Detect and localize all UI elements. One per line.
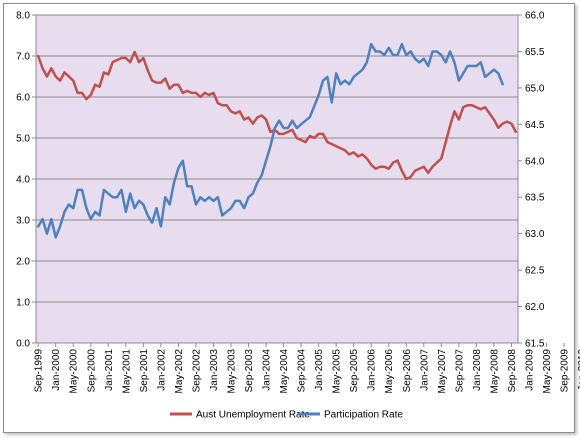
left-tick-label: 0.0 xyxy=(16,339,30,350)
x-tick-label: May-2004 xyxy=(279,349,290,394)
x-tick-label: Sep-2000 xyxy=(86,349,97,393)
right-tick-label: 64.0 xyxy=(525,156,545,167)
x-tick-label: May-2008 xyxy=(489,349,500,394)
gridlines xyxy=(36,14,518,344)
participation-rate-line xyxy=(36,42,504,239)
x-tick-label: Sep-1999 xyxy=(34,349,45,393)
x-tick-label: Jan-2002 xyxy=(156,349,167,391)
left-tick-label: 3.0 xyxy=(16,216,30,227)
right-y-axis: 61.5 62.0 62.5 63.0 63.5 64.0 64.5 65.0 65.5 66.0 xyxy=(518,11,545,350)
x-tick-label: May-2003 xyxy=(226,349,237,394)
x-tick-label: Sep-2002 xyxy=(191,349,202,393)
x-tick-label: Sep-2008 xyxy=(507,349,518,393)
x-tick-label: Jan-2004 xyxy=(262,349,273,391)
legend-participation: Participation Rate xyxy=(298,410,403,421)
legend-label: Aust Unemployment Rate xyxy=(196,410,310,421)
left-tick-label: 1.0 xyxy=(16,298,30,309)
x-tick-label: May-2006 xyxy=(384,349,395,394)
right-tick-label: 62.5 xyxy=(525,266,545,277)
legend: Aust Unemployment Rate Participation Rate xyxy=(170,410,403,421)
left-tick-label: 8.0 xyxy=(16,11,30,22)
x-tick-label: Jan-2010 xyxy=(577,349,580,391)
right-tick-label: 61.5 xyxy=(525,339,545,350)
x-tick-label: Jan-2000 xyxy=(51,349,62,391)
x-tick-label: May-2002 xyxy=(174,349,185,394)
right-tick-label: 65.5 xyxy=(525,47,545,58)
x-tick-label: Sep-2009 xyxy=(560,349,571,393)
x-tick-label: May-2000 xyxy=(69,349,80,394)
x-tick-label: May-2005 xyxy=(332,349,343,394)
x-tick-label: Jan-2009 xyxy=(524,349,535,391)
right-tick-label: 66.0 xyxy=(525,11,545,22)
right-tick-label: 63.0 xyxy=(525,229,545,240)
left-tick-label: 2.0 xyxy=(16,257,30,268)
x-tick-label: Jan-2001 xyxy=(104,349,115,391)
left-tick-label: 7.0 xyxy=(16,52,30,63)
left-y-axis: 0.0 1.0 2.0 3.0 4.0 5.0 6.0 7.0 8.0 xyxy=(16,11,36,350)
right-tick-label: 65.0 xyxy=(525,83,545,94)
right-tick-label: 64.5 xyxy=(525,120,545,131)
legend-unemployment: Aust Unemployment Rate xyxy=(170,410,310,421)
x-tick-label: Jan-2008 xyxy=(472,349,483,391)
x-tick-label: Jan-2006 xyxy=(367,349,378,391)
left-tick-label: 5.0 xyxy=(16,134,30,145)
x-tick-label: May-2007 xyxy=(437,349,448,394)
x-tick-label: Sep-2001 xyxy=(139,349,150,393)
x-tick-label: Sep-2003 xyxy=(244,349,255,393)
left-tick-label: 4.0 xyxy=(16,175,30,186)
x-tick-label: Sep-2005 xyxy=(349,349,360,393)
right-tick-label: 63.5 xyxy=(525,193,545,204)
x-tick-label: Sep-2007 xyxy=(454,349,465,393)
x-tick-label: Sep-2004 xyxy=(297,349,308,393)
x-axis: Sep-1999 Jan-2000 May-2000 Sep-2000 Jan-2001… xyxy=(34,343,580,393)
series-lines xyxy=(36,42,518,239)
x-tick-label: Sep-2006 xyxy=(402,349,413,393)
left-tick-label: 6.0 xyxy=(16,93,30,104)
x-tick-label: Jan-2007 xyxy=(419,349,430,391)
unemployment-rate-line xyxy=(36,50,518,181)
x-tick-label: Jan-2003 xyxy=(209,349,220,391)
x-tick-label: May-2001 xyxy=(121,349,132,394)
x-tick-label: Jan-2005 xyxy=(314,349,325,391)
legend-label: Participation Rate xyxy=(324,410,403,421)
x-tick-label: May-2009 xyxy=(542,349,553,394)
right-tick-label: 62.0 xyxy=(525,302,545,313)
